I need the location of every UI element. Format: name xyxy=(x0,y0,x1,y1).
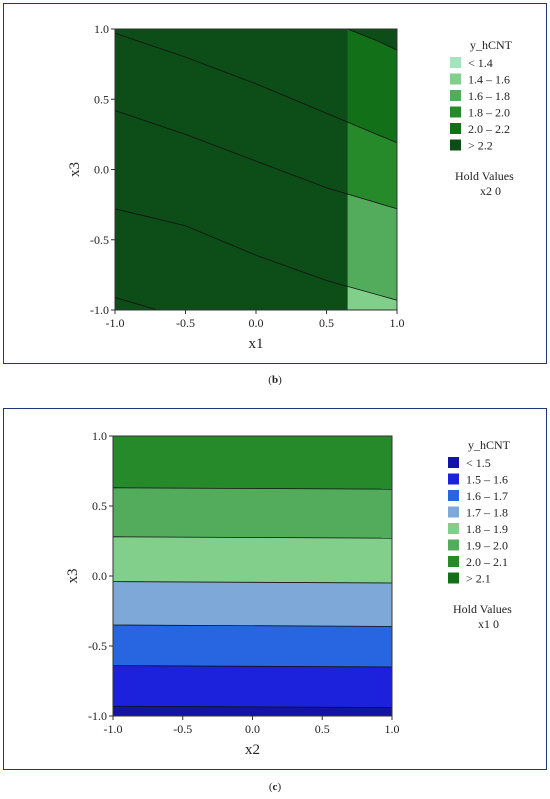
legend-label: 1.7 – 1.8 xyxy=(466,506,508,520)
legend-swatch xyxy=(450,73,461,85)
legend-swatch xyxy=(448,457,459,468)
x-tick-label: 0.0 xyxy=(245,722,260,736)
y-tick-label: -0.5 xyxy=(88,639,107,653)
y-axis-label: x3 xyxy=(67,162,83,177)
legend-swatch xyxy=(448,539,459,551)
y-tick-label: 0.5 xyxy=(92,499,107,513)
contour-line xyxy=(115,110,397,210)
plot-area xyxy=(115,29,397,310)
legend-swatch xyxy=(450,90,461,101)
legend-swatch xyxy=(450,106,461,118)
contour-plot-c: -1.0 -0.5 0.0 0.5 1.0 -1.0 -0.5 0.0 0.5 1.0 x2 x3 y_… xyxy=(65,429,512,758)
contour-line xyxy=(113,536,392,539)
y-axis-label: x3 xyxy=(65,569,81,584)
legend-label: 1.9 – 2.0 xyxy=(466,539,508,553)
legend-swatch xyxy=(450,57,461,68)
y-tick-label: 0.5 xyxy=(94,92,109,106)
contour-line xyxy=(113,624,392,627)
legend-label: 2.0 – 2.1 xyxy=(466,555,508,569)
legend-label: 1.8 – 2.0 xyxy=(468,106,510,120)
legend-label: > 2.2 xyxy=(468,139,493,153)
legend-swatch xyxy=(448,556,459,567)
legend-label: < 1.4 xyxy=(468,56,493,70)
legend-label: 2.0 – 2.2 xyxy=(468,122,510,136)
contour-line xyxy=(347,29,397,51)
legend-label: 1.5 – 1.6 xyxy=(466,473,508,487)
region-band xyxy=(115,29,397,310)
legend-swatch xyxy=(448,506,459,518)
legend-title: y_hCNT xyxy=(468,438,511,452)
panel-c: -1.0 -0.5 0.0 0.5 1.0 -1.0 -0.5 0.0 0.5 1.0 x2 x3 y_… xyxy=(3,408,547,770)
x-tick-label: 0.0 xyxy=(249,316,264,330)
x-tick-label: 0.5 xyxy=(315,722,330,736)
hold-values-text: x1 0 xyxy=(478,617,499,631)
hold-values-text: x2 0 xyxy=(480,184,501,198)
y-tick-label: 0.0 xyxy=(92,569,107,583)
contour-line xyxy=(115,208,397,301)
y-tick-label: 1.0 xyxy=(92,429,107,443)
hold-values-title: Hold Values xyxy=(455,169,514,183)
x-axis-label: x2 xyxy=(245,742,260,758)
legend-label: < 1.5 xyxy=(466,456,491,470)
legend-label: 1.6 – 1.8 xyxy=(468,89,510,103)
y-tick-label: -0.5 xyxy=(90,233,109,247)
legend-label: > 2.1 xyxy=(466,572,491,586)
caption-c-label: c xyxy=(272,781,278,793)
contour-line xyxy=(113,665,392,668)
contour-line xyxy=(113,487,392,490)
y-tick-label: -1.0 xyxy=(88,709,107,723)
hold-values-title: Hold Values xyxy=(453,602,512,616)
legend-swatch xyxy=(448,473,459,485)
y-tick-label: 1.0 xyxy=(94,22,109,36)
x-axis-label: x1 xyxy=(249,336,264,352)
x-tick-label: -0.5 xyxy=(176,316,195,330)
legend-swatch xyxy=(450,139,461,151)
x-tick-label: -1.0 xyxy=(104,722,123,736)
region-band xyxy=(113,436,392,490)
x-tick-label: -0.5 xyxy=(173,722,192,736)
legend-label: 1.6 – 1.7 xyxy=(466,489,508,503)
plot-area xyxy=(113,436,392,716)
y-tick-label: -1.0 xyxy=(90,303,109,317)
legend-title: y_hCNT xyxy=(470,38,513,52)
x-tick-label: -1.0 xyxy=(106,316,125,330)
x-tick-label: 1.0 xyxy=(390,316,405,330)
contour-plot-b: -1.0 -0.5 0.0 0.5 1.0 -1.0 -0.5 0.0 0.5 1.0 x1 x3 y_… xyxy=(67,22,514,352)
legend-label: 1.4 – 1.6 xyxy=(468,73,510,87)
contour-line xyxy=(115,297,158,310)
y-tick-label: 0.0 xyxy=(94,163,109,177)
caption-b-label: b xyxy=(271,374,279,386)
contour-line xyxy=(113,581,392,584)
contour-line xyxy=(115,32,397,144)
x-tick-label: 1.0 xyxy=(385,722,400,736)
legend-swatch xyxy=(448,572,459,584)
legend-label: 1.8 – 1.9 xyxy=(466,522,508,536)
legend-swatch xyxy=(450,123,461,134)
legend-swatch xyxy=(448,523,459,534)
contour-line xyxy=(113,705,392,708)
legend-swatch xyxy=(448,490,459,501)
x-tick-label: 0.5 xyxy=(319,316,334,330)
caption-b: (b) xyxy=(268,374,282,386)
caption-c: (c) xyxy=(268,781,282,793)
panel-b: -1.0 -0.5 0.0 0.5 1.0 -1.0 -0.5 0.0 0.5 1.0 x1 x3 y_… xyxy=(3,3,547,364)
